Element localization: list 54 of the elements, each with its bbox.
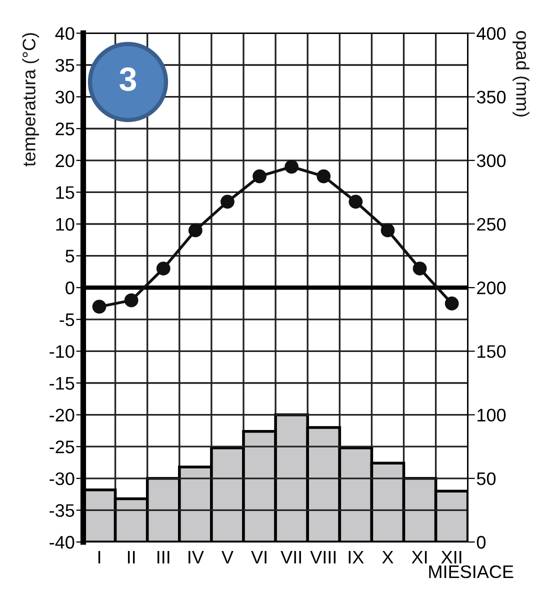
x-axis-title: MIESIACE (429, 565, 514, 578)
y2-tick-label: 400 (476, 27, 506, 40)
y2-tick-label: 0 (476, 536, 486, 549)
point (220, 194, 234, 209)
y-tick-label: 20 (56, 154, 74, 168)
y2-tick-label: 200 (477, 282, 506, 294)
point (348, 194, 363, 209)
y2-tick-label: 50 (476, 472, 496, 486)
point (124, 293, 138, 308)
point (412, 262, 427, 276)
x-tick-label: XI (412, 551, 427, 564)
y-tick-label: 40 (55, 27, 74, 40)
point (92, 300, 106, 314)
point (380, 223, 395, 238)
point (316, 169, 331, 184)
y2-axis-title: opad (mm) (512, 31, 530, 116)
point (444, 296, 459, 310)
y-axis-title: temperatura (°C) (22, 33, 40, 166)
y-tick-label: -40 (50, 536, 74, 549)
annotation: 3 (119, 67, 136, 91)
x-tick-label: IV (188, 551, 204, 564)
y-tick-label: -30 (50, 472, 74, 486)
y-tick-label: 5 (66, 250, 74, 263)
y-tick-label: -15 (50, 377, 74, 390)
x-tick-label: III (158, 551, 170, 564)
x-tick-label: VII (280, 551, 301, 564)
x-tick-label: VI (251, 551, 266, 564)
x-tick-label: V (222, 551, 234, 564)
y-tick-label: 10 (56, 218, 74, 231)
y2-tick-label: 300 (476, 154, 506, 168)
x-tick-label: X (382, 551, 394, 564)
point (252, 169, 266, 184)
y2-tick-label: 250 (477, 218, 506, 231)
y2-tick-label: 350 (476, 90, 506, 104)
y-tick-label: 30 (56, 90, 74, 104)
y-tick-label: -20 (50, 408, 74, 422)
y-tick-label: 35 (56, 58, 74, 72)
y2-tick-label: 100 (478, 408, 506, 422)
point (188, 223, 202, 238)
y2-tick-label: 150 (478, 345, 506, 358)
y-tick-label: 0 (66, 282, 74, 294)
x-tick-label: IX (348, 551, 364, 564)
y-tick-label: 25 (56, 122, 74, 136)
point (284, 160, 299, 174)
x-tick-label: I (98, 551, 100, 564)
y-tick-label: -5 (60, 314, 74, 326)
x-tick-label: VIII (310, 551, 336, 564)
point (156, 262, 170, 276)
x-tick-label: XII (441, 551, 462, 564)
y-tick-label: 15 (56, 186, 74, 199)
y-tick-label: -10 (50, 345, 74, 358)
y-tick-label: -25 (50, 440, 74, 454)
y-tick-label: -35 (50, 504, 74, 517)
x-tick-label: II (128, 551, 135, 564)
